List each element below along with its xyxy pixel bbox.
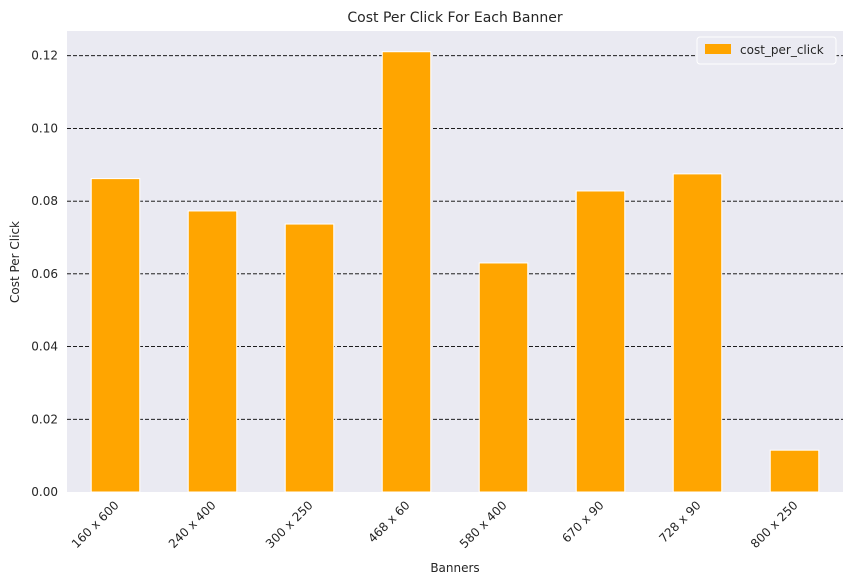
y-tick-label: 0.04 <box>31 340 58 354</box>
y-tick-label: 0.08 <box>31 194 58 208</box>
bar <box>187 210 238 493</box>
x-tick-label: 160 x 600 <box>69 498 122 551</box>
y-axis-ticks: 0.00 0.02 0.04 0.06 0.08 0.10 0.12 <box>31 49 58 499</box>
x-tick-label: 580 x 400 <box>457 498 510 551</box>
y-tick-label: 0.06 <box>31 267 58 281</box>
bar <box>769 449 820 493</box>
x-tick-label: 800 x 250 <box>748 498 801 551</box>
x-axis-label: Banners <box>430 561 479 575</box>
y-tick-label: 0.02 <box>31 412 58 426</box>
legend-entry: cost_per_click <box>740 43 824 57</box>
bar <box>284 223 335 493</box>
x-tick-label: 728 x 90 <box>656 498 703 545</box>
bar <box>90 178 141 493</box>
y-tick-label: 0.12 <box>31 49 58 63</box>
bar <box>575 190 626 493</box>
y-axis-label: Cost Per Click <box>8 221 22 303</box>
x-tick-label: 300 x 250 <box>263 498 316 551</box>
bar <box>478 262 529 493</box>
legend: cost_per_click <box>696 36 837 65</box>
bar <box>672 173 723 493</box>
legend-box <box>696 36 837 65</box>
bars <box>90 51 820 493</box>
x-axis-ticks: 160 x 600 240 x 400 300 x 250 468 x 60 580 x… <box>69 498 801 551</box>
x-tick-label: 240 x 400 <box>166 498 219 551</box>
legend-swatch <box>705 44 731 54</box>
plot-area <box>67 31 843 492</box>
chart-title: Cost Per Click For Each Banner <box>347 10 562 26</box>
y-tick-label: 0.10 <box>31 121 58 135</box>
x-tick-label: 670 x 90 <box>559 498 606 545</box>
y-tick-label: 0.00 <box>31 485 58 499</box>
x-tick-label: 468 x 60 <box>365 498 412 545</box>
bar <box>381 51 432 493</box>
